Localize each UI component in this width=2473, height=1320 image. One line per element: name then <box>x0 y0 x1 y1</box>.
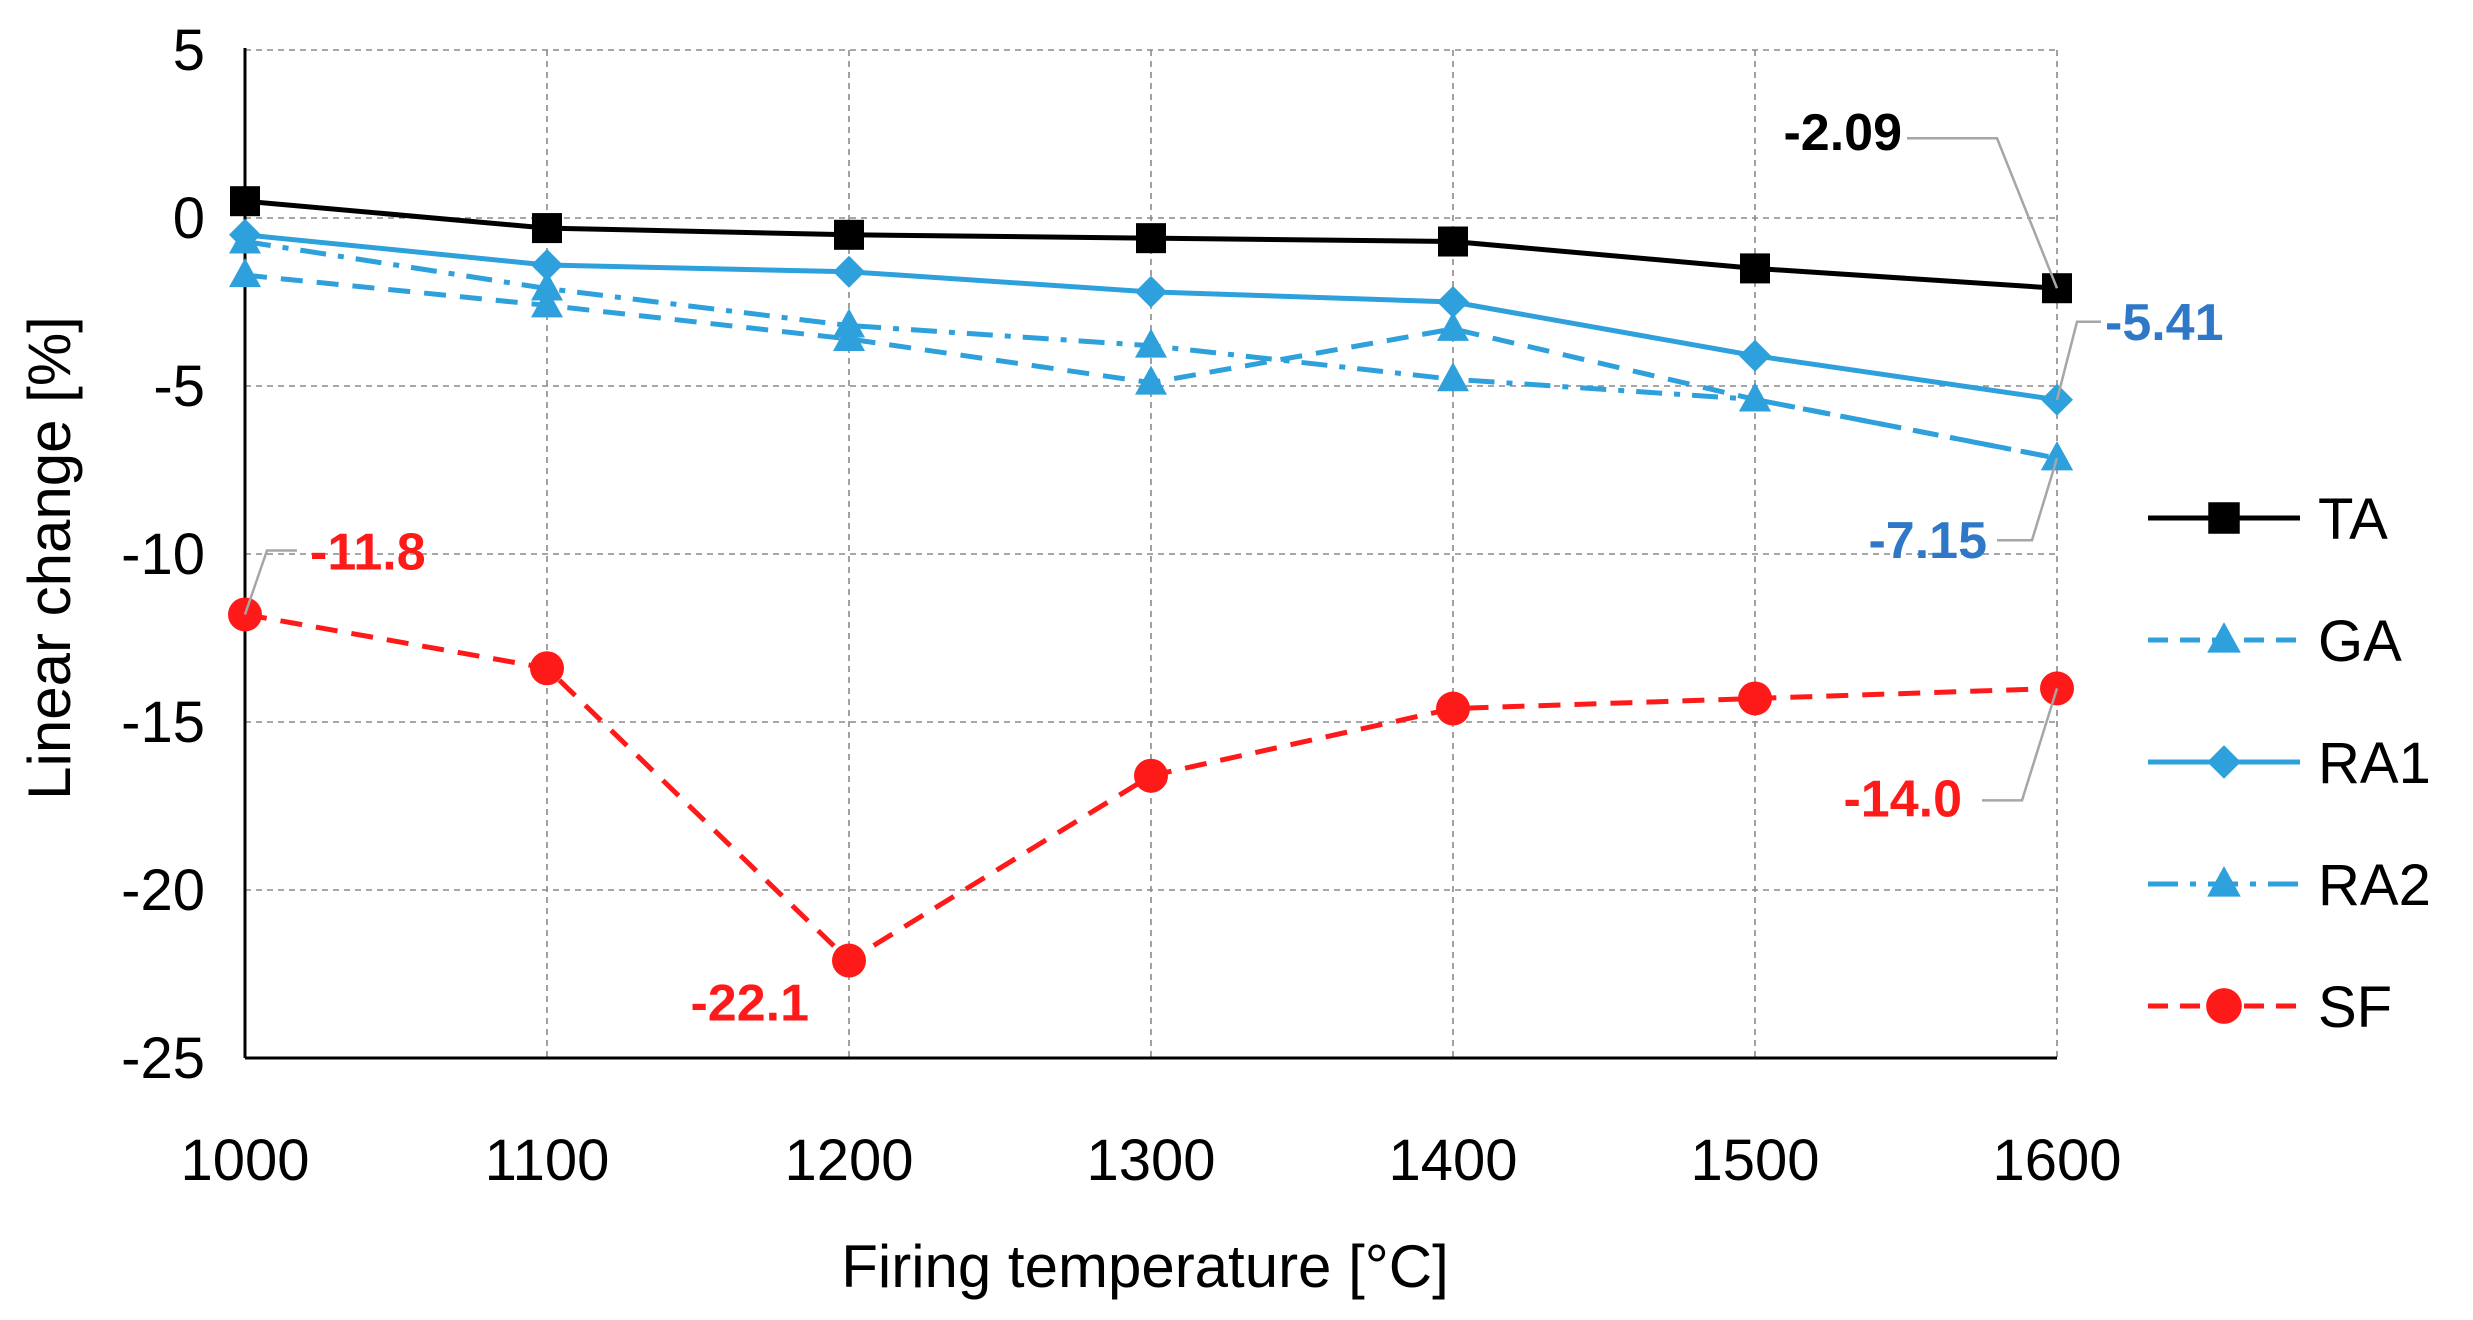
annotation-leader-line <box>243 549 297 615</box>
data-label-ga: -7.15 <box>1868 512 1987 570</box>
legend-label-ta: TA <box>2318 487 2388 552</box>
data-point-ra1 <box>229 218 261 251</box>
grid <box>244 49 2058 1059</box>
data-point-sf <box>1134 758 1168 793</box>
data-label-sf: -22.1 <box>690 975 809 1033</box>
x-tick-label: 1200 <box>784 1128 913 1193</box>
legend: TA GA RA1 RA2 SF <box>2148 487 2431 1040</box>
y-tick-label: -10 <box>121 522 205 587</box>
data-label-ta: -2.09 <box>1783 104 1902 162</box>
data-point-ra1 <box>1739 339 1771 372</box>
y-tick-label: -15 <box>121 690 205 755</box>
y-tick-label: -5 <box>153 354 205 419</box>
data-point-ra2 <box>833 308 865 338</box>
x-tick-label: 1400 <box>1388 1128 1517 1193</box>
data-point-ta <box>1136 223 1166 254</box>
data-point-ta <box>230 186 260 217</box>
x-tick-label: 1600 <box>1992 1128 2121 1193</box>
data-point-ra2 <box>1739 382 1771 412</box>
data-point-ga <box>229 258 261 288</box>
legend-label-ga: GA <box>2318 609 2402 674</box>
data-point-sf <box>1436 691 1470 726</box>
data-point-ra1 <box>1135 275 1167 308</box>
legend-label-ra1: RA1 <box>2318 731 2431 796</box>
legend-label-sf: SF <box>2318 975 2392 1040</box>
legend-marker-sf <box>2206 988 2242 1024</box>
data-point-sf <box>832 943 866 978</box>
legend-label-ra2: RA2 <box>2318 853 2431 918</box>
data-point-ga <box>531 288 563 318</box>
y-tick-label: -25 <box>121 1026 205 1091</box>
x-tick-label: 1500 <box>1690 1128 1819 1193</box>
axes <box>243 48 2057 1060</box>
data-point-ra2 <box>2041 441 2073 471</box>
legend-marker-ta <box>2208 502 2240 534</box>
legend-marker-ra2 <box>2207 866 2241 897</box>
y-tick-label: 0 <box>173 186 205 251</box>
y-tick-label: -20 <box>121 858 205 923</box>
legend-marker-ra1 <box>2207 745 2241 779</box>
x-tick-label: 1100 <box>485 1128 610 1193</box>
series-group <box>228 186 2074 978</box>
data-label-sf: -11.8 <box>310 523 426 581</box>
data-point-ga <box>1437 311 1469 341</box>
data-point-ta <box>834 219 864 250</box>
data-point-ra2 <box>531 271 563 301</box>
data-point-ga <box>1135 365 1167 395</box>
data-point-ta <box>1438 226 1468 257</box>
x-tick-label: 1300 <box>1086 1128 1215 1193</box>
y-tick-labels: 5 0 -5 -10 -15 -20 -25 <box>121 18 205 1091</box>
x-tick-label: 1000 <box>180 1128 309 1193</box>
y-axis-title: Linear change [%] <box>16 316 83 800</box>
data-point-ra2 <box>1437 362 1469 392</box>
data-label-ra1: -5.41 <box>2105 294 2224 352</box>
data-point-ra1 <box>1437 286 1469 318</box>
data-point-ta <box>1740 253 1770 284</box>
data-point-sf <box>1738 681 1772 716</box>
y-tick-label: 5 <box>173 18 205 83</box>
annotation-leader-line <box>2055 320 2101 401</box>
annotation-leader-line <box>1982 688 2059 802</box>
annotation-leader-line <box>1997 457 2059 542</box>
annotation-leaders <box>243 136 2101 802</box>
legend-marker-ga <box>2207 622 2241 653</box>
x-axis-title: Firing temperature [°C] <box>841 1233 1449 1300</box>
data-point-ra1 <box>833 255 865 288</box>
data-label-sf: -14.0 <box>1843 770 1962 828</box>
data-point-ra2 <box>1135 328 1167 358</box>
data-point-ta <box>532 213 562 244</box>
data-point-ra1 <box>531 249 563 282</box>
annotation-leader-line <box>1907 136 2059 289</box>
data-point-sf <box>530 651 564 686</box>
data-labels: -2.09 -5.41 -7.15 -11.8 -22.1 -14.0 <box>310 104 2224 1032</box>
x-tick-labels: 1000 1100 1200 1300 1400 1500 1600 <box>180 1128 2121 1193</box>
